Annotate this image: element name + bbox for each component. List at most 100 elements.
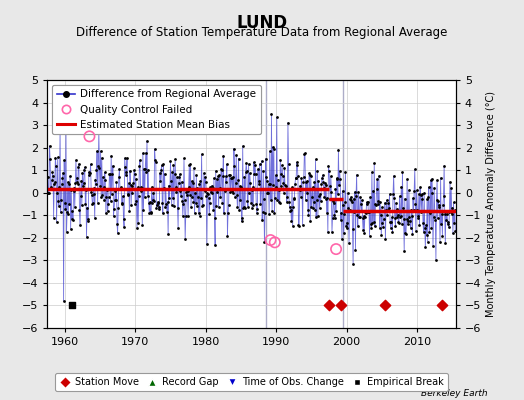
Point	[136, 157, 144, 163]
Point	[87, 189, 95, 196]
Point	[370, 223, 379, 230]
Point	[233, 192, 241, 198]
Point	[403, 176, 411, 182]
Point	[358, 215, 367, 222]
Point	[343, 220, 351, 226]
Point	[187, 204, 195, 210]
Point	[190, 165, 198, 172]
Point	[329, 215, 337, 221]
Point	[97, 154, 106, 161]
Point	[113, 221, 121, 228]
Point	[346, 196, 354, 202]
Point	[389, 172, 398, 179]
Point	[191, 190, 199, 196]
Point	[449, 230, 457, 236]
Point	[75, 161, 83, 167]
Point	[353, 212, 362, 218]
Point	[207, 189, 215, 195]
Point	[212, 168, 220, 174]
Point	[290, 194, 299, 201]
Point	[289, 204, 298, 210]
Point	[354, 189, 363, 195]
Point	[241, 174, 249, 180]
Point	[398, 220, 406, 227]
Point	[57, 197, 66, 204]
Point	[93, 200, 102, 206]
Point	[174, 224, 182, 231]
Point	[159, 210, 167, 216]
Point	[162, 200, 171, 207]
Point	[416, 222, 424, 228]
Point	[43, 174, 52, 180]
Point	[305, 170, 313, 176]
Point	[185, 192, 194, 198]
Point	[428, 190, 436, 196]
Point	[71, 204, 79, 210]
Point	[63, 208, 71, 215]
Point	[309, 184, 317, 190]
Point	[287, 207, 295, 213]
Point	[194, 194, 202, 200]
Point	[280, 190, 288, 196]
Point	[322, 182, 330, 188]
Point	[397, 184, 406, 190]
Point	[377, 232, 386, 238]
Point	[296, 186, 304, 193]
Point	[227, 175, 236, 181]
Point	[318, 175, 326, 182]
Point	[305, 172, 314, 178]
Point	[315, 193, 323, 200]
Point	[121, 155, 129, 161]
Point	[367, 224, 376, 231]
Point	[238, 143, 247, 149]
Point	[81, 164, 89, 170]
Point	[181, 212, 190, 219]
Point	[73, 175, 81, 181]
Point	[422, 222, 430, 228]
Point	[215, 172, 223, 178]
Point	[254, 166, 262, 172]
Point	[309, 204, 318, 211]
Point	[234, 176, 242, 183]
Point	[392, 200, 400, 206]
Point	[439, 193, 447, 199]
Point	[302, 190, 311, 196]
Point	[68, 208, 77, 214]
Point	[190, 210, 199, 216]
Point	[432, 197, 441, 203]
Point	[325, 302, 333, 309]
Point	[112, 197, 120, 203]
Point	[128, 190, 136, 197]
Point	[310, 199, 318, 205]
Point	[443, 221, 452, 228]
Point	[67, 186, 75, 193]
Point	[119, 193, 127, 200]
Point	[244, 160, 253, 167]
Point	[423, 238, 432, 245]
Point	[324, 162, 333, 169]
Point	[160, 170, 169, 177]
Point	[308, 194, 316, 200]
Point	[192, 200, 200, 206]
Point	[264, 190, 272, 196]
Point	[296, 183, 304, 189]
Point	[281, 182, 289, 188]
Point	[125, 208, 134, 214]
Point	[401, 196, 409, 202]
Point	[408, 231, 417, 238]
Point	[45, 190, 53, 196]
Point	[299, 222, 307, 228]
Point	[68, 216, 76, 222]
Point	[252, 200, 260, 207]
Point	[166, 185, 174, 192]
Point	[230, 162, 238, 169]
Point	[80, 166, 89, 173]
Point	[104, 201, 113, 208]
Point	[54, 202, 63, 209]
Point	[409, 207, 418, 214]
Point	[186, 160, 194, 167]
Point	[154, 198, 162, 205]
Point	[437, 220, 445, 227]
Point	[135, 163, 144, 169]
Point	[358, 197, 366, 203]
